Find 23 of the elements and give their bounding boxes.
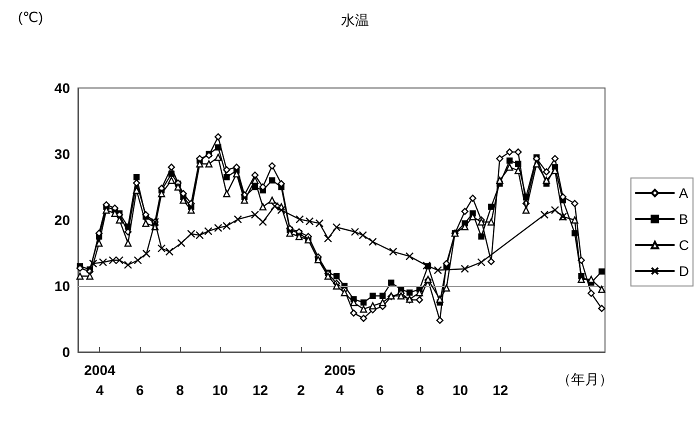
chart-title: 水温: [341, 12, 369, 28]
x-tick-label: 6: [136, 382, 144, 398]
x-tick-label: 12: [492, 382, 508, 398]
y-axis-title: (℃): [18, 9, 44, 25]
legend-label: D: [678, 263, 690, 279]
y-tick-label: 0: [62, 344, 70, 360]
legend-label: C: [678, 237, 690, 253]
x-tick-label: 10: [212, 382, 228, 398]
x-tick-label: 8: [176, 382, 184, 398]
x-tick-label: 2004 4: [84, 362, 116, 398]
y-tick-label: 30: [54, 146, 70, 162]
y-tick-label: 40: [54, 80, 70, 96]
x-tick-label: 10: [452, 382, 468, 398]
x-tick-label: 12: [252, 382, 268, 398]
x-tick-label: 2: [297, 382, 306, 398]
y-tick-label: 10: [54, 278, 70, 294]
legend-label: B: [678, 211, 688, 227]
legend-label: A: [678, 185, 689, 201]
x-tick-label: 2005 4: [324, 362, 356, 398]
x-axis-title: （年月）: [557, 371, 613, 387]
x-tick-label: 8: [416, 382, 424, 398]
y-tick-label: 20: [54, 212, 70, 228]
x-tick-label: 6: [376, 382, 384, 398]
